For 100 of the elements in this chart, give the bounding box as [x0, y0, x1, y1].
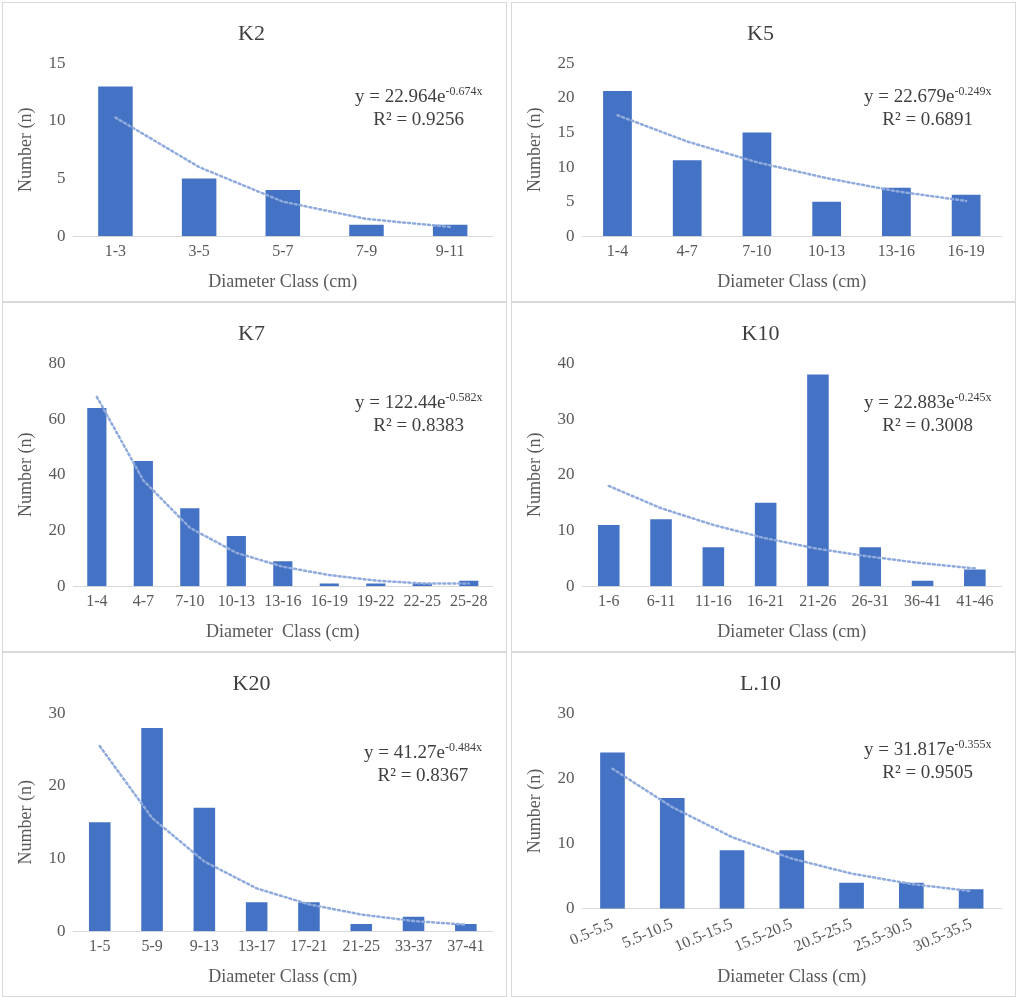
- y-tick-label: 30: [557, 702, 575, 722]
- bar: [807, 374, 829, 587]
- bar: [245, 902, 268, 932]
- y-tick-label: 15: [557, 121, 575, 141]
- x-tick-label: 5-9: [141, 937, 163, 954]
- y-axis-title: Number (n): [523, 432, 545, 518]
- x-tick-label: 6-11: [646, 592, 676, 609]
- x-tick-label: 10-13: [217, 592, 255, 609]
- annotation: R² = 0.6891: [882, 108, 974, 130]
- x-tick-label: 1-4: [606, 242, 629, 259]
- y-tick-label: 40: [48, 464, 66, 484]
- x-tick-label: 1-4: [86, 592, 108, 609]
- bar: [951, 194, 981, 237]
- bar: [180, 508, 200, 587]
- bar: [779, 850, 805, 909]
- y-tick-label: 0: [57, 575, 66, 595]
- y-tick-label: 20: [557, 767, 575, 787]
- bar: [366, 583, 386, 587]
- x-tick-label: 4-7: [132, 592, 154, 609]
- y-tick-label: 0: [57, 225, 66, 245]
- y-tick-label: 25: [557, 52, 575, 72]
- x-tick-label: 25-28: [450, 592, 488, 609]
- annotation: R² = 0.3008: [882, 414, 974, 436]
- y-tick-label: 20: [557, 464, 575, 484]
- bar: [87, 407, 107, 587]
- annotation: R² = 0.9505: [882, 760, 974, 782]
- chart-title: K7: [238, 319, 265, 345]
- x-tick-label: 1-6: [598, 592, 620, 609]
- y-tick-label: 30: [48, 702, 66, 722]
- x-tick-label: 13-16: [264, 592, 302, 609]
- bar: [882, 187, 911, 237]
- x-tick-label: 16-21: [746, 592, 785, 609]
- line-series: [607, 484, 977, 570]
- y-axis-title: Number (n): [14, 432, 36, 518]
- x-tick-label: 13-17: [237, 937, 276, 954]
- x-tick-label: 9-13: [189, 937, 220, 954]
- x-tick-label: 7-10: [175, 592, 205, 609]
- bar: [603, 91, 632, 237]
- x-tick-label: 5-7: [272, 242, 294, 259]
- bar: [349, 224, 384, 237]
- y-axis-title: Number (n): [14, 780, 36, 865]
- x-tick-label: 36-41: [903, 592, 942, 609]
- y-tick-label: 40: [557, 352, 575, 372]
- y-tick-label: 10: [48, 110, 66, 130]
- bar: [273, 561, 293, 587]
- y-axis-title: Number (n): [14, 107, 36, 193]
- line-series: [611, 767, 973, 893]
- bar: [719, 850, 745, 909]
- bar: [226, 536, 246, 587]
- y-tick-label: 60: [48, 408, 66, 428]
- x-tick-label: 11-16: [694, 592, 732, 609]
- y-tick-label: 0: [57, 920, 66, 940]
- y-tick-label: 20: [48, 519, 66, 539]
- x-tick-label: 7-10: [742, 242, 772, 259]
- bar: [702, 547, 725, 587]
- y-axis-title: Number (n): [523, 107, 545, 193]
- chart-title: K2: [238, 19, 265, 45]
- annotation: y = 22.883e$^{-0.245x}$: [864, 390, 992, 413]
- chart-title: K10: [741, 319, 780, 345]
- x-tick-label: 21-26: [799, 592, 837, 609]
- annotation: R² = 0.8383: [373, 414, 465, 436]
- annotation: y = 41.27e$^{-0.484x}$: [364, 739, 482, 762]
- bar: [298, 902, 320, 932]
- bar: [141, 727, 163, 932]
- x-tick-label: 16-19: [947, 242, 985, 259]
- bar: [899, 882, 924, 909]
- y-tick-label: 0: [566, 225, 575, 245]
- x-axis-title: Diameter Class (cm): [717, 965, 867, 987]
- x-tick-label: 1-3: [104, 242, 127, 259]
- bar: [133, 460, 153, 587]
- y-tick-label: 20: [48, 775, 66, 795]
- bar: [597, 524, 620, 587]
- y-tick-label: 10: [557, 833, 575, 853]
- y-tick-label: 15: [48, 52, 66, 72]
- x-axis-title: Diameter Class (cm): [206, 620, 360, 642]
- annotation: y = 22.964e$^{-0.674x}$: [355, 84, 483, 107]
- bar: [350, 923, 373, 932]
- y-tick-label: 10: [557, 519, 575, 539]
- x-tick-label: 37-41: [447, 937, 485, 954]
- bar: [600, 752, 625, 909]
- x-tick-label: 1-5: [89, 937, 111, 954]
- bar: [193, 807, 216, 932]
- chart-title: K5: [747, 19, 774, 45]
- y-tick-label: 0: [566, 575, 575, 595]
- annotation: R² = 0.9256: [373, 108, 465, 130]
- bar: [88, 822, 111, 932]
- x-tick-label: 19-22: [357, 592, 395, 609]
- y-tick-label: 10: [557, 156, 575, 176]
- x-tick-label: 3-5: [188, 242, 210, 259]
- bar: [672, 160, 702, 237]
- x-tick-label: 9-11: [435, 242, 465, 259]
- bar: [650, 519, 672, 587]
- bar: [455, 923, 477, 932]
- bar: [839, 882, 864, 909]
- x-axis-title: Diameter Class (cm): [208, 965, 358, 987]
- y-tick-label: 10: [48, 848, 66, 868]
- x-tick-label: 21-25: [342, 937, 380, 954]
- x-tick-label: 13-16: [877, 242, 916, 259]
- x-tick-label: 26-31: [851, 592, 889, 609]
- x-tick-label: 4-7: [676, 242, 698, 259]
